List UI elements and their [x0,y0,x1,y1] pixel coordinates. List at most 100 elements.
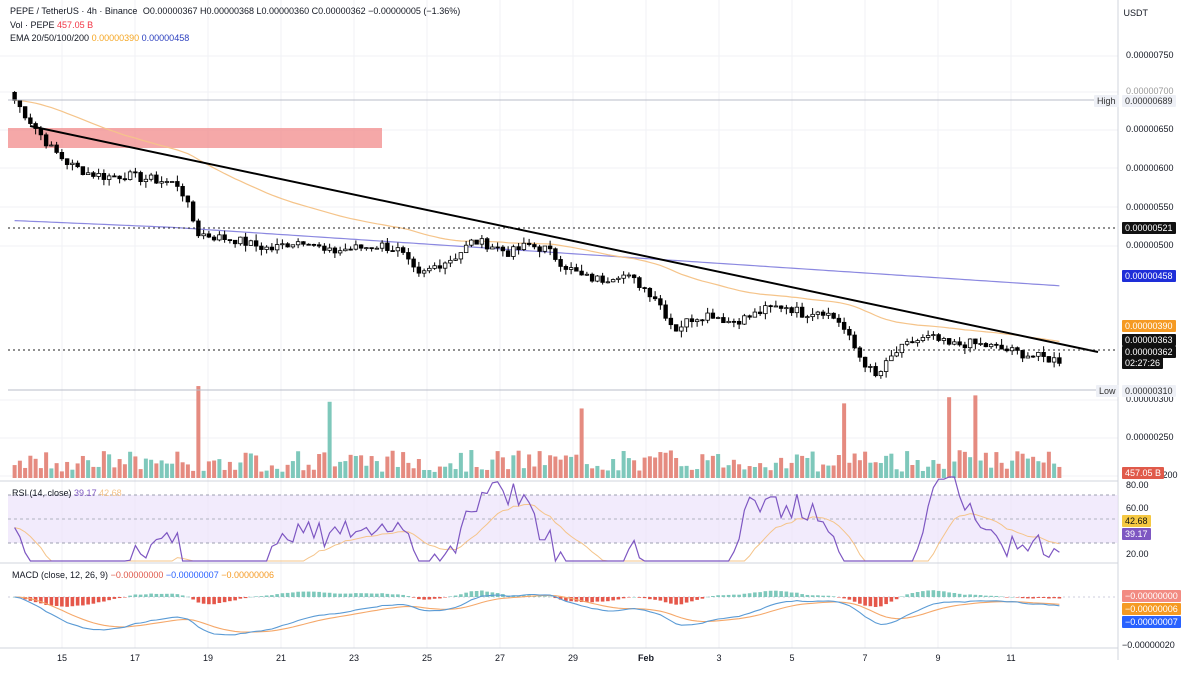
macd-hist-bar [96,597,101,603]
candle-body [301,241,306,245]
candle-body [70,162,75,165]
chart-header-symbol[interactable]: PEPE / TetherUS · 4h · Binance O0.000003… [10,6,460,16]
candle-body [190,201,196,222]
volume-bar [931,460,936,478]
candle-body [259,245,264,250]
macd-hist-bar [564,597,568,601]
rsi-legend[interactable]: RSI (14, close) 39.17 42.68 [12,488,122,498]
volume-bar [65,461,70,478]
volume-bar [852,453,857,478]
candle-body [694,319,700,323]
price-363-tag: 0.00000363 [1122,334,1176,346]
macd-hist-bar [170,593,174,597]
ema-label: EMA 20/50/100/200 [10,33,90,43]
macd-hist-bar [327,592,332,597]
macd-hist-bar [312,591,316,597]
symbol-label[interactable]: PEPE / TetherUS · 4h · Binance [10,6,138,16]
candle-body [458,252,464,260]
rsi-label: RSI (14, close) [12,488,72,498]
time-tick-label: 17 [130,653,140,663]
volume-bar [222,469,227,478]
volume-bar [238,462,243,478]
macd-hist-bar [438,597,442,599]
macd-hist-bar [784,591,789,597]
candle-body [852,334,857,349]
volume-bar [212,460,217,478]
macd-hist-bar [201,597,206,604]
volume-bar [401,452,406,478]
macd-hist-bar [238,597,243,599]
candle-body [164,181,170,183]
candle-body [243,236,248,246]
macd-hist-bar [968,594,972,597]
macd-hist-bar [737,594,741,597]
volume-bar [479,469,484,478]
volume-bar [668,450,673,478]
macd-legend[interactable]: MACD (close, 12, 26, 9) −0.00000000 −0.0… [12,570,274,580]
macd-hist-bar [989,595,993,597]
candle-body [101,173,107,180]
macd-hist-bar [154,593,159,597]
volume-bar [968,457,973,478]
volume-bar [49,468,54,478]
ema-legend[interactable]: EMA 20/50/100/200 0.00000390 0.00000458 [10,33,189,43]
volume-bar [642,457,647,478]
volume-bar [1010,460,1015,478]
macd-hist-bar [117,597,122,599]
candle-body [799,306,805,318]
volume-bar [605,470,610,478]
macd-hist-bar [690,597,694,602]
volume-bar [369,456,374,478]
volume-tag: 457.05 B [1122,467,1165,479]
candle-body [432,265,437,269]
rsi-value-tag: 39.17 [1122,528,1151,540]
candle-body [831,312,836,319]
candle-body [385,242,390,251]
volume-bar [684,465,689,478]
macd-hist-bar [611,597,615,601]
macd-hist-bar [973,594,978,597]
volume-bar [863,451,868,478]
candle-body [610,279,616,283]
macd-hist-bar [858,597,862,604]
candle-body [469,239,474,246]
macd-hist-bar [464,592,468,597]
candle-body [369,247,374,250]
candle-body [505,250,511,257]
candle-body [889,355,894,362]
macd-hist-bar [921,591,925,597]
volume-bar [332,466,337,478]
volume-bar [831,465,836,478]
volume-bar [821,464,826,478]
candle-body [631,274,637,279]
volume-bar [768,470,773,478]
volume-bar [285,464,290,478]
macd-hist-bar [716,595,720,597]
macd-hist-bar [1036,597,1041,598]
candle-body [931,334,936,337]
volume-bar [180,462,185,478]
volume-bar [143,458,148,478]
macd-hist-bar [816,595,820,597]
volume-bar [873,462,878,478]
macd-value-2: −0.00000007 [165,570,219,580]
candle-body [185,195,191,203]
volume-bar [495,451,500,478]
candle-body [327,247,332,251]
candle-body [978,343,983,345]
macd-hist-bar [144,594,148,597]
volume-bar [579,408,584,478]
volume-bar [989,467,994,478]
macd-hist-bar [942,591,946,597]
macd-hist-bar [401,594,405,597]
candle-body [904,341,910,345]
candle-body [684,318,689,328]
volume-bar [416,459,421,478]
macd-hist-bar [306,591,311,597]
candle-body [521,242,527,250]
volume-bar [154,463,159,478]
volume-bar [117,459,122,478]
volume-legend[interactable]: Vol · PEPE 457.05 B [10,20,93,30]
candle-body [206,233,212,238]
